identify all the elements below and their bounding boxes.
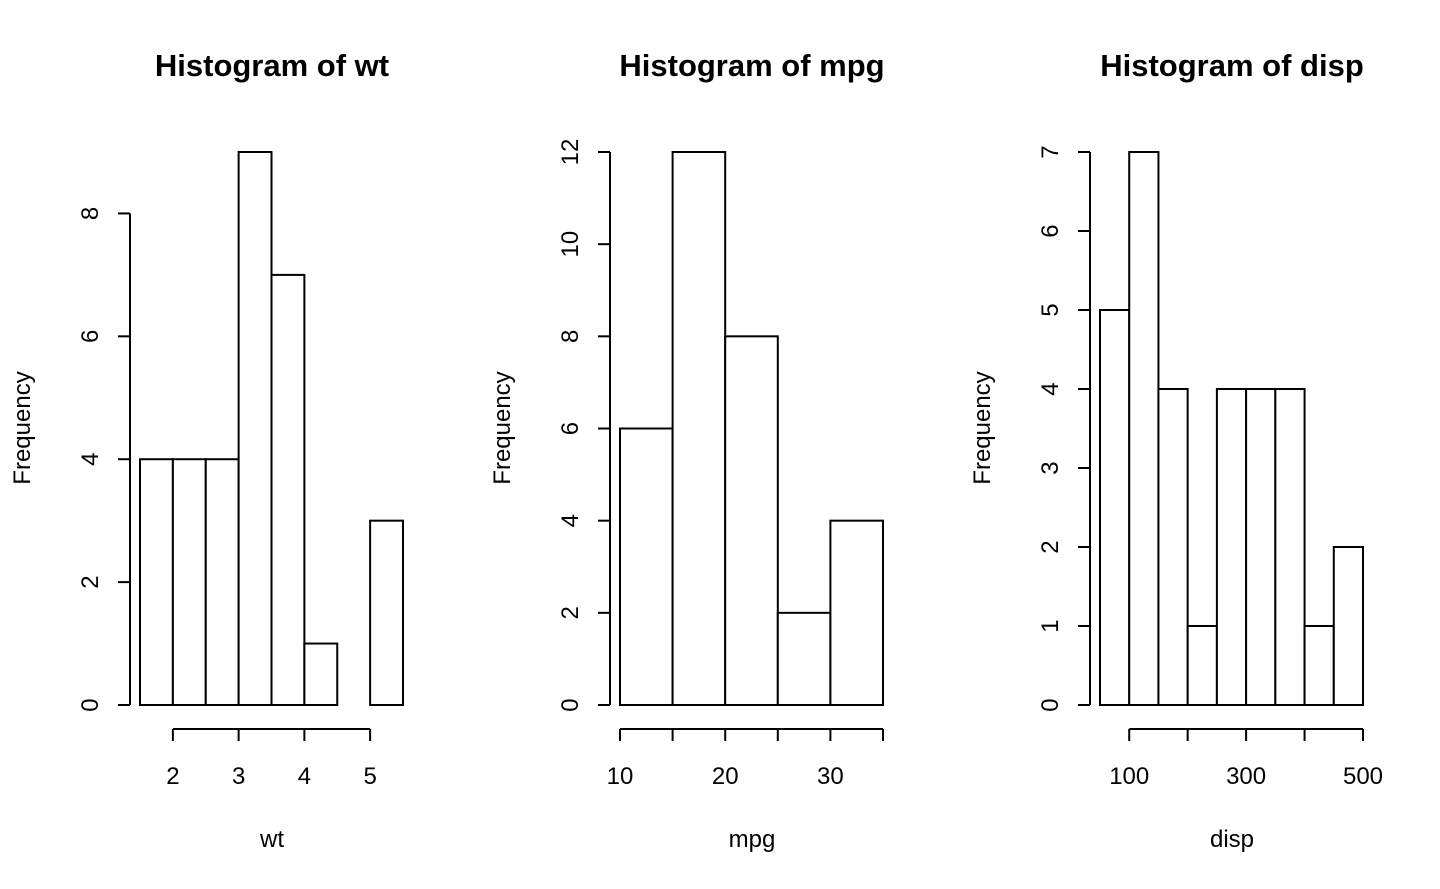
mpg-x-tick-label: 20 — [712, 763, 739, 790]
mpg-histogram-bar — [776, 611, 832, 706]
disp-histogram-bar — [1157, 388, 1189, 706]
disp-x-tick-label: 500 — [1343, 763, 1383, 790]
wt-chart-title: Histogram of wt — [155, 48, 389, 83]
disp-y-tick-label: 1 — [1037, 619, 1064, 632]
disp-y-tick-label: 3 — [1037, 461, 1064, 474]
wt-histogram-bar — [139, 458, 174, 706]
wt-x-axis-label: wt — [259, 826, 284, 853]
mpg-y-tick-label: 12 — [557, 139, 584, 166]
wt-y-axis-label: Frequency — [9, 371, 36, 484]
wt-y-tick-label: 0 — [77, 698, 104, 711]
mpg-y-tick-label: 4 — [557, 514, 584, 527]
wt-histogram-bar — [237, 151, 273, 706]
wt-histogram-bar — [171, 458, 207, 706]
wt-x-tick-label: 4 — [298, 763, 311, 790]
disp-x-tick-label: 300 — [1226, 763, 1266, 790]
disp-y-tick-label: 2 — [1037, 540, 1064, 553]
mpg-x-tick-label: 30 — [817, 763, 844, 790]
disp-y-axis-label: Frequency — [969, 371, 996, 484]
disp-histogram-bar — [1215, 388, 1248, 706]
wt-histogram-panel: Histogram of wt 0 2 4 6 8 2 3 4 5 wt Frequency — [9, 48, 404, 853]
wt-y-tick-label: 6 — [77, 330, 104, 343]
mpg-y-tick-label: 8 — [557, 330, 584, 343]
wt-histogram-bar — [303, 642, 339, 706]
mpg-histogram-bar — [671, 151, 727, 706]
wt-y-tick-label: 8 — [77, 207, 104, 220]
mpg-histogram-bar — [829, 519, 885, 707]
wt-x-tick-label: 3 — [232, 763, 245, 790]
wt-x-tick-label: 5 — [363, 763, 376, 790]
disp-histogram-panel: Histogram of disp 0 1 2 3 4 5 6 7 100 300 500 disp Fr… — [969, 48, 1383, 853]
mpg-y-axis-label: Frequency — [489, 371, 516, 484]
mpg-y-tick-label: 0 — [557, 698, 584, 711]
mpg-histogram-bar — [619, 427, 674, 706]
disp-y-tick-label: 6 — [1037, 224, 1064, 237]
mpg-y-tick-label: 2 — [557, 606, 584, 619]
disp-y-tick-label: 0 — [1037, 698, 1064, 711]
disp-histogram-bar — [1245, 388, 1277, 706]
wt-y-tick-label: 2 — [77, 575, 104, 588]
wt-histogram-bar — [369, 519, 404, 707]
mpg-x-tick-label: 10 — [607, 763, 634, 790]
disp-y-tick-label: 7 — [1037, 145, 1064, 158]
disp-histogram-bar — [1274, 388, 1306, 706]
disp-histogram-bar — [1128, 151, 1160, 706]
mpg-chart-title: Histogram of mpg — [619, 48, 884, 83]
mpg-y-tick-label: 6 — [557, 422, 584, 435]
mpg-y-tick-label: 10 — [557, 231, 584, 258]
wt-y-tick-label: 4 — [77, 453, 104, 466]
disp-y-tick-label: 4 — [1037, 382, 1064, 395]
mpg-x-axis-label: mpg — [729, 826, 776, 853]
disp-y-tick-label: 5 — [1037, 303, 1064, 316]
wt-histogram-bar — [270, 273, 306, 706]
mpg-histogram-panel: Histogram of mpg 0 2 4 6 8 10 12 10 20 30 mpg Freque… — [489, 48, 885, 853]
disp-histogram-bar — [1186, 625, 1218, 706]
disp-histogram-bar — [1303, 625, 1335, 706]
wt-histogram-bar — [204, 458, 240, 706]
disp-histogram-bar — [1332, 546, 1365, 706]
disp-histogram-bar — [1099, 309, 1131, 706]
disp-x-axis-label: disp — [1210, 826, 1254, 853]
wt-x-tick-label: 2 — [166, 763, 179, 790]
disp-chart-title: Histogram of disp — [1100, 48, 1364, 83]
mpg-histogram-bar — [724, 335, 779, 706]
disp-x-tick-label: 100 — [1109, 763, 1149, 790]
